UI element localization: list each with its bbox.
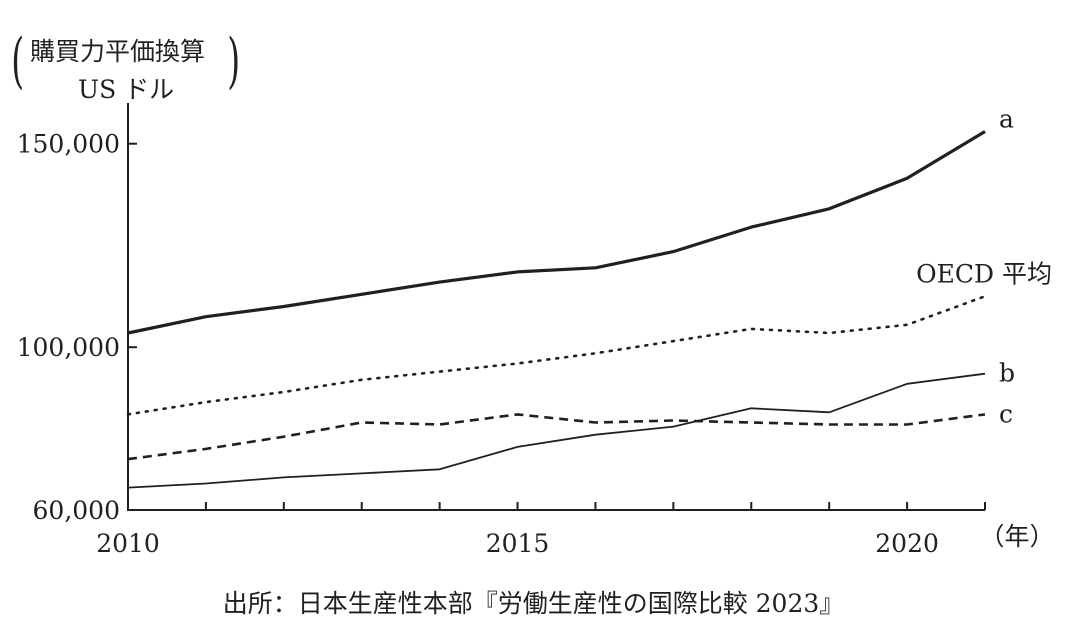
series-lines — [126, 130, 987, 489]
ylabel-right-paren: ) — [227, 26, 241, 96]
ylabel-line-2: US ドル — [78, 75, 175, 104]
series-line-OECD-平均 — [126, 295, 987, 416]
axes — [127, 103, 985, 511]
series-line-c — [127, 413, 986, 461]
x-tick-label: 2020 — [875, 529, 939, 558]
series-labels: a OECD 平均 bc — [916, 104, 1052, 428]
x-tick-label: 2015 — [486, 529, 550, 558]
y-tick-label: 60,000 — [33, 496, 120, 525]
ylabel-line-1: 購買力平価換算 — [30, 37, 206, 66]
y-tick-label: 100,000 — [17, 333, 120, 362]
x-axis-unit-label: （年） — [979, 522, 1054, 551]
series-label: a — [999, 104, 1014, 133]
source-note: 出所：日本生産性本部『労働生産性の国際比較 2023』 — [222, 589, 845, 618]
x-tick-label: 2010 — [96, 529, 160, 558]
y-tick-label: 150,000 — [17, 130, 120, 159]
ticks: 60,000 100,000 150,000 2010 2015 2020 （年） — [17, 130, 1055, 558]
series-label: c — [999, 399, 1013, 428]
series-line-a — [127, 130, 986, 335]
series-label: OECD 平均 — [916, 259, 1052, 288]
ylabel-left-paren: ( — [11, 26, 25, 96]
series-line-b — [127, 372, 986, 489]
series-label: b — [999, 359, 1015, 388]
